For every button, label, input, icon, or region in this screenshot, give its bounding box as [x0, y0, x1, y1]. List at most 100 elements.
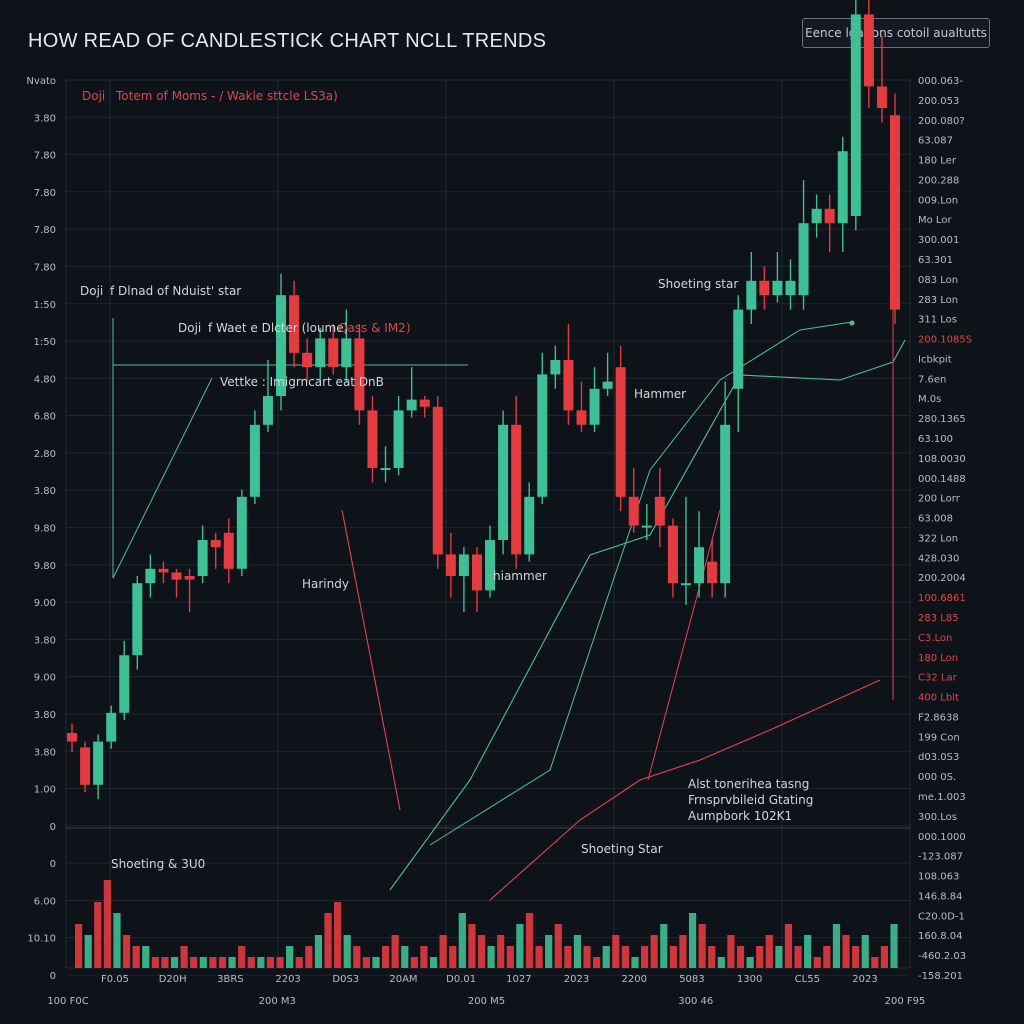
y-right-tick-label: 322 Lon: [918, 533, 958, 544]
volume-bar: [852, 946, 860, 968]
volume-bar: [161, 957, 169, 968]
candle: [746, 252, 757, 324]
y-right-tick-label: me.1.003: [918, 792, 966, 803]
annotation-label: Shoeting star: [658, 277, 738, 291]
x-outer-tick-label: 200 F95: [885, 996, 926, 1007]
candle-body: [171, 572, 182, 580]
annotation-label: Doji: [178, 321, 201, 335]
volume-bar: [650, 935, 658, 968]
candle-body: [824, 208, 835, 224]
volume-bar: [804, 935, 812, 968]
plot-frame: [65, 79, 911, 969]
candle-body: [93, 741, 104, 785]
trend-line-end-dot: [849, 320, 855, 326]
candle: [524, 482, 535, 562]
candle: [785, 259, 796, 310]
y-right-tick-label: 200.080?: [918, 116, 965, 127]
volume-bar: [84, 935, 92, 968]
candle-body: [315, 338, 326, 368]
header-action-button[interactable]: Eence lgations cotoil aualtutts: [802, 18, 990, 48]
volume-bar: [880, 946, 889, 968]
trend-line-green-2: [429, 321, 853, 846]
trend-line-diagonal: [112, 377, 213, 579]
y-left-tick-label: 9.80: [34, 561, 56, 572]
volume-bar: [679, 935, 687, 968]
y-left-tick-label: 3.80: [34, 710, 56, 721]
y-right-tick-label: 100.6861: [918, 593, 966, 604]
y-right-tick-label: 160.8.04: [918, 931, 963, 942]
volume-bar: [621, 946, 629, 968]
candle-body: [602, 381, 613, 389]
candle-body: [302, 352, 313, 368]
volume-bar: [535, 946, 543, 968]
candle-body: [432, 406, 443, 555]
candle-body: [746, 280, 757, 310]
candle: [315, 327, 326, 382]
x-tick-label: 2203: [275, 974, 300, 985]
annotation-label: Hammer: [634, 387, 686, 401]
candle-body: [876, 86, 887, 108]
y-right-tick-label: -123.087: [918, 852, 963, 863]
x-outer-tick-label: 300 46: [678, 996, 713, 1007]
y-left-tick-label: 4.80: [34, 374, 56, 385]
candle-body: [890, 115, 900, 310]
volume-bar: [813, 957, 821, 968]
x-outer-tick-label: 100 F0C: [47, 996, 88, 1007]
candle-body: [106, 712, 117, 742]
x-tick-label: 1300: [737, 974, 762, 985]
candle: [890, 93, 900, 324]
candle: [863, 0, 874, 108]
y-left-tick-label: 7.80: [34, 188, 56, 199]
volume-bar: [727, 935, 735, 968]
volume-bar: [122, 935, 131, 968]
candle: [576, 381, 587, 432]
y-left-tick-label: 10.10: [27, 934, 56, 945]
annotation-label: Totem of Moms - / Wakle sttcle LS3a): [115, 89, 338, 103]
candle-body: [249, 424, 260, 497]
candle: [106, 705, 117, 749]
y-right-tick-label: 200.053: [918, 96, 959, 107]
candle-body: [785, 280, 796, 296]
y-right-tick-label: C3.Lon: [918, 633, 952, 644]
y-left-tick-label: 3.80: [34, 747, 56, 758]
candle: [471, 547, 482, 612]
candle-body: [458, 554, 469, 576]
volume-bar: [631, 957, 639, 968]
candle: [276, 273, 287, 411]
y-right-tick-label: 400 Lblt: [918, 693, 959, 704]
volume-bar: [525, 913, 534, 968]
volume-bar: [497, 935, 505, 968]
volume-bar: [449, 946, 457, 968]
candle-body: [471, 554, 482, 591]
candle: [132, 576, 143, 670]
volume-bar: [334, 902, 342, 968]
x-tick-label: 1027: [506, 974, 531, 985]
candle-body: [380, 468, 391, 470]
candle: [80, 741, 91, 792]
y-right-tick-label: 200.288: [918, 175, 959, 186]
annotation-label: Aumpbork 102K1: [688, 809, 792, 823]
candle-body: [367, 410, 378, 468]
annotation-label: Alst tonerihea tasng: [688, 777, 809, 791]
candle-body: [537, 374, 548, 497]
candle-body: [759, 280, 770, 296]
candle-body: [197, 540, 208, 576]
volume-bar: [775, 946, 783, 968]
volume-bar: [151, 957, 159, 968]
volume-bar: [583, 946, 591, 968]
volume-bar: [266, 957, 275, 968]
candle-body: [733, 309, 744, 389]
x-tick-label: 3BRS: [217, 974, 244, 985]
candle-body: [550, 360, 561, 375]
volume-bar: [429, 957, 438, 968]
page-title: HOW READ OF CANDLESTICK CHART NCLL TREND…: [28, 30, 547, 52]
volume-bar: [784, 924, 793, 968]
candle: [537, 352, 548, 504]
y-left-tick-label: 3.80: [34, 486, 56, 497]
volume-bar: [564, 946, 572, 968]
candle: [680, 496, 691, 605]
candle-body: [863, 14, 874, 87]
y-left-tick-label: 9.00: [34, 598, 56, 609]
y-right-tick-label: 63.087: [918, 136, 953, 147]
volume-bar: [554, 924, 562, 968]
